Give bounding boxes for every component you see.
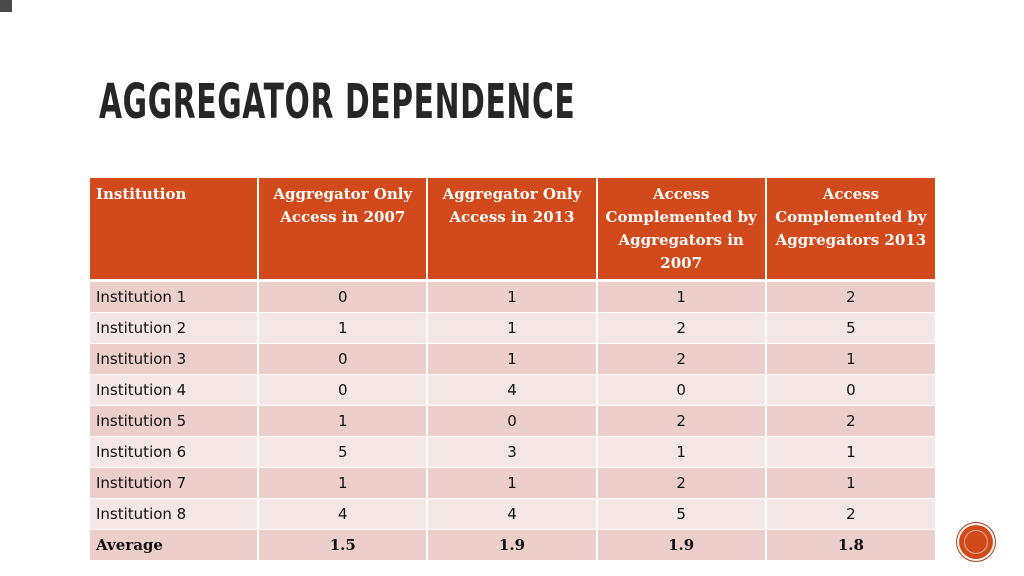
aggregator-table: Institution Aggregator Only Access in 20… — [90, 178, 935, 561]
table-cell: 2 — [765, 280, 935, 313]
table-cell: 4 — [427, 374, 598, 406]
table-row: Institution 4 0 4 0 0 — [90, 374, 935, 406]
institution-name-cell: Institution 2 — [90, 312, 260, 344]
header-row: Institution Aggregator Only Access in 20… — [90, 178, 935, 282]
table-cell: 1 — [427, 343, 598, 375]
table-cell: 1 — [765, 343, 935, 375]
table-cell: 1 — [596, 280, 767, 313]
column-header-institution: Institution — [90, 178, 260, 282]
average-cell: 1.9 — [596, 529, 767, 561]
circle-button-ring — [964, 530, 988, 554]
table-row: Institution 7 1 1 2 1 — [90, 467, 935, 499]
column-header-aggregator-only-2013: Aggregator Only Access in 2013 — [427, 178, 598, 282]
table-cell: 1 — [427, 280, 598, 313]
table-cell: 1 — [765, 467, 935, 499]
institution-name-cell: Institution 8 — [90, 498, 260, 530]
table-cell: 2 — [596, 343, 767, 375]
table-cell: 1 — [258, 312, 429, 344]
institution-name-cell: Institution 5 — [90, 405, 260, 437]
table-cell: 1 — [427, 467, 598, 499]
table-row: Institution 3 0 1 2 1 — [90, 343, 935, 375]
average-cell: 1.8 — [765, 529, 935, 561]
average-row: Average 1.5 1.9 1.9 1.8 — [90, 529, 935, 561]
table-cell: 1 — [596, 436, 767, 468]
table-row: Institution 6 5 3 1 1 — [90, 436, 935, 468]
table-cell: 1 — [765, 436, 935, 468]
table-cell: 2 — [596, 467, 767, 499]
table-cell: 0 — [258, 280, 429, 313]
table-cell: 5 — [765, 312, 935, 344]
institution-name-cell: Institution 4 — [90, 374, 260, 406]
table-cell: 1 — [258, 405, 429, 437]
table-cell: 4 — [258, 498, 429, 530]
column-header-aggregator-only-2007: Aggregator Only Access in 2007 — [258, 178, 429, 282]
table-cell: 2 — [765, 498, 935, 530]
table-cell: 3 — [427, 436, 598, 468]
table-row: Institution 5 1 0 2 2 — [90, 405, 935, 437]
table-cell: 5 — [258, 436, 429, 468]
institution-name-cell: Institution 1 — [90, 280, 260, 313]
slide-title: Aggregator Dependence — [99, 74, 576, 130]
institution-name-cell: Institution 6 — [90, 436, 260, 468]
table-row: Institution 2 1 1 2 5 — [90, 312, 935, 344]
table-cell: 0 — [258, 343, 429, 375]
average-cell: 1.9 — [427, 529, 598, 561]
table-row: Institution 8 4 4 5 2 — [90, 498, 935, 530]
table-cell: 5 — [596, 498, 767, 530]
table-header: Institution Aggregator Only Access in 20… — [90, 178, 935, 282]
table-cell: 1 — [258, 467, 429, 499]
table-cell: 4 — [427, 498, 598, 530]
table-cell: 0 — [427, 405, 598, 437]
column-header-complemented-2013: Access Complemented by Aggregators 2013 — [765, 178, 935, 282]
table-cell: 2 — [596, 312, 767, 344]
table-cell: 1 — [427, 312, 598, 344]
institution-name-cell: Institution 3 — [90, 343, 260, 375]
average-label-cell: Average — [90, 529, 260, 561]
table-cell: 0 — [596, 374, 767, 406]
table-cell: 2 — [596, 405, 767, 437]
table-cell: 2 — [765, 405, 935, 437]
table-cell: 0 — [765, 374, 935, 406]
table-body: Institution 1 0 1 1 2 Institution 2 1 1 … — [90, 280, 935, 561]
institution-name-cell: Institution 7 — [90, 467, 260, 499]
table-cell: 0 — [258, 374, 429, 406]
circle-button-icon[interactable] — [959, 525, 993, 559]
average-cell: 1.5 — [258, 529, 429, 561]
column-header-complemented-2007: Access Complemented by Aggregators in 20… — [596, 178, 767, 282]
slide-corner-mark — [0, 0, 12, 12]
table-row: Institution 1 0 1 1 2 — [90, 280, 935, 313]
